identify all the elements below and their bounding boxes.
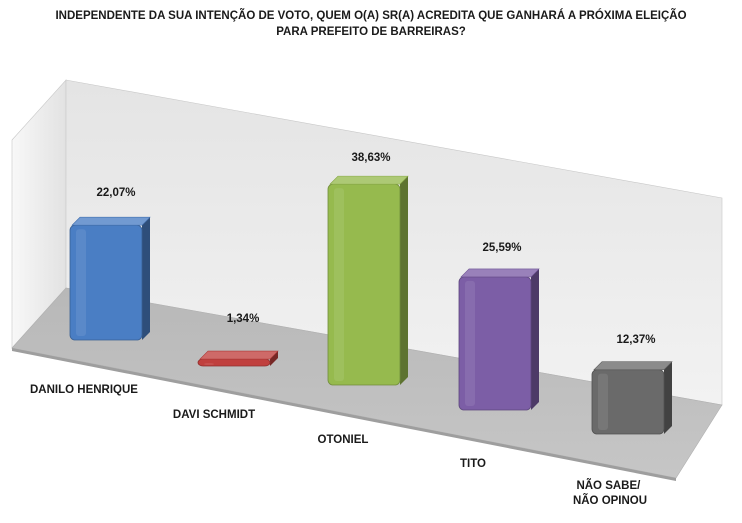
bar-top-otoniel: [329, 175, 409, 185]
chart-floor-edge: [12, 348, 676, 481]
bar-highlight-nao-sabe: [598, 373, 608, 430]
value-label-tito: 25,59%: [482, 242, 521, 254]
category-label-tito: TITO: [460, 458, 486, 470]
bar-top-davi: [199, 350, 279, 360]
value-label-danilo: 22,07%: [96, 187, 135, 199]
bar-highlight-davi: [204, 363, 214, 366]
category-label-nao-sabe-line-2: NÃO OPINOU: [573, 494, 647, 507]
category-label-danilo: DANILO HENRIQUE: [30, 384, 138, 396]
category-label-nao-sabe-line-1: NÃO SABE/: [576, 479, 641, 492]
bar-side-otoniel: [400, 176, 408, 385]
bar-tito: [458, 268, 540, 411]
category-label-davi: DAVI SCHMIDT: [173, 409, 255, 421]
bar-nao-sabe: [591, 361, 673, 435]
bar-side-davi: [270, 351, 278, 366]
chart-title-line-2: PARA PREFEITO DE BARREIRAS?: [276, 26, 466, 38]
category-label-otoniel: OTONIEL: [318, 434, 369, 446]
bar-top-tito: [460, 268, 540, 278]
bar-davi: [197, 350, 279, 367]
bar-highlight-otoniel: [334, 188, 344, 381]
bar-otoniel: [327, 175, 409, 386]
bar-side-danilo: [142, 217, 150, 340]
bars-group: [69, 175, 673, 435]
bar-danilo: [69, 216, 151, 341]
bar-top-danilo: [71, 216, 151, 226]
chart-title-line-1: INDEPENDENTE DA SUA INTENÇÃO DE VOTO, QU…: [55, 10, 687, 22]
category-label-nao-sabe: NÃO SABE/ NÃO OPINOU: [573, 479, 647, 507]
bar-side-tito: [531, 268, 539, 410]
bar-highlight-danilo: [76, 229, 86, 336]
value-label-davi: 1,34%: [227, 313, 260, 325]
chart-title: INDEPENDENTE DA SUA INTENÇÃO DE VOTO, QU…: [0, 8, 742, 40]
bar-highlight-tito: [465, 280, 475, 406]
bar-side-nao-sabe: [664, 361, 672, 434]
value-label-nao-sabe: 12,37%: [616, 334, 655, 346]
value-label-otoniel: 38,63%: [351, 152, 390, 164]
bar-top-nao-sabe: [593, 361, 673, 370]
